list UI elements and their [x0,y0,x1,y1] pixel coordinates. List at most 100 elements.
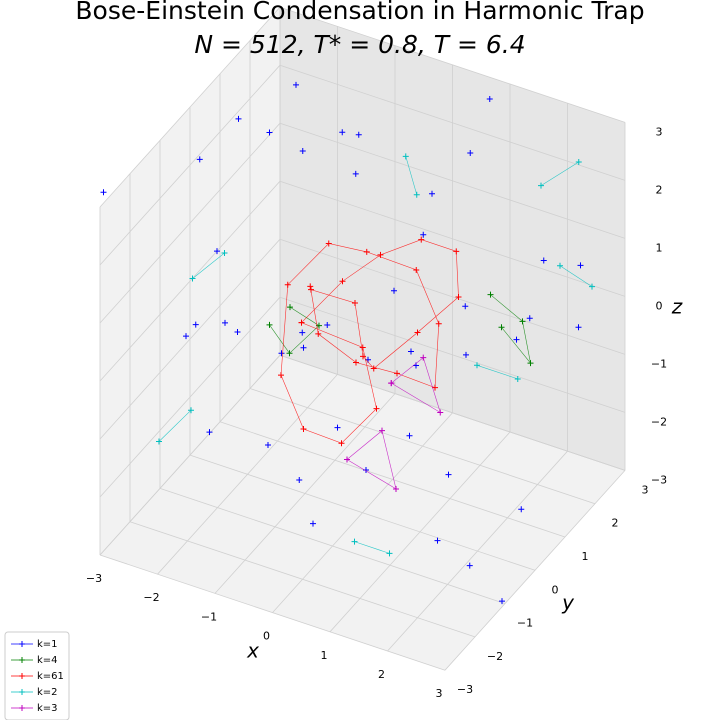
y-tick-label: −2 [487,650,503,663]
legend-marker [19,705,25,711]
point [486,95,493,102]
chart-title: Bose-Einstein Condensation in Harmonic T… [75,0,644,25]
legend-marker [19,689,25,695]
point [307,283,314,290]
point [355,131,362,138]
grid-line [279,122,626,239]
point [359,344,366,351]
point [351,538,358,545]
chart-subtitle: N = 512, T* = 0.8, T = 6.4 [194,30,525,59]
point [287,304,293,311]
z-axis-label: z [671,295,683,319]
point [100,189,107,196]
z-tick-label: 0 [656,299,663,312]
point [206,429,213,436]
point [188,407,194,414]
point [339,278,346,285]
point [221,250,228,257]
legend-label: k=1 [37,639,58,650]
point [183,333,189,340]
point [352,170,359,177]
point [363,248,370,255]
point [557,262,563,269]
y-tick-label: 2 [612,517,619,530]
z-tick-label: −1 [651,357,667,370]
point [434,537,441,544]
y-axis-label: y [561,591,575,615]
grid-line [99,180,281,382]
point [214,248,220,255]
point [575,159,582,166]
point [527,360,534,367]
point [466,562,473,569]
point [324,321,331,328]
point [393,485,399,492]
point [514,375,521,382]
point [513,336,520,343]
point [540,257,547,264]
point [296,476,303,483]
point [402,153,409,160]
point [498,324,505,331]
point [370,365,377,372]
point [299,329,306,336]
point [388,380,395,387]
grid-line [279,354,626,471]
y-tick-label: 3 [642,483,649,496]
legend-label: k=4 [37,655,58,666]
z-tick-label: 1 [656,241,663,254]
x-tick-label: 2 [378,668,385,681]
grid-line [189,454,536,571]
x-tick-label: −1 [201,610,217,623]
point [519,318,526,325]
legend-label: k=61 [37,671,64,682]
point [196,156,203,163]
point [413,266,420,273]
point [353,359,359,366]
legend-label: k=2 [37,687,58,698]
point [338,440,345,447]
point [293,81,299,88]
point [235,115,242,122]
point [300,425,307,432]
point [432,384,438,391]
point [518,506,525,513]
point [278,372,284,379]
point [334,424,341,431]
point [589,283,595,290]
grid-line [129,521,476,638]
grid-line [219,421,566,538]
panes [99,6,626,671]
point [315,330,322,337]
point [420,231,427,238]
legend-marker [19,673,25,679]
point [391,287,397,294]
grid-line [279,6,626,123]
point [286,350,293,357]
point [386,550,393,557]
point [352,300,358,307]
point [278,350,285,357]
point [429,190,435,197]
point [418,236,425,243]
point [360,353,366,360]
x-tick-label: 3 [436,687,443,700]
x-tick-label: 0 [263,630,270,643]
grid-line [279,64,626,181]
point [192,321,199,328]
point [408,348,414,355]
point [344,456,350,463]
legend-marker [19,641,25,647]
legend: k=1 k=4 k=61 k=2 k=3 [4,631,70,720]
point [298,319,305,326]
point [377,251,384,258]
grid-line [99,296,281,498]
z-tick-label: −3 [651,473,667,486]
y-tick-label: −3 [457,683,473,696]
point [156,438,162,445]
point [499,598,505,605]
point [487,291,494,298]
grid-line [279,238,626,355]
point [453,248,460,255]
